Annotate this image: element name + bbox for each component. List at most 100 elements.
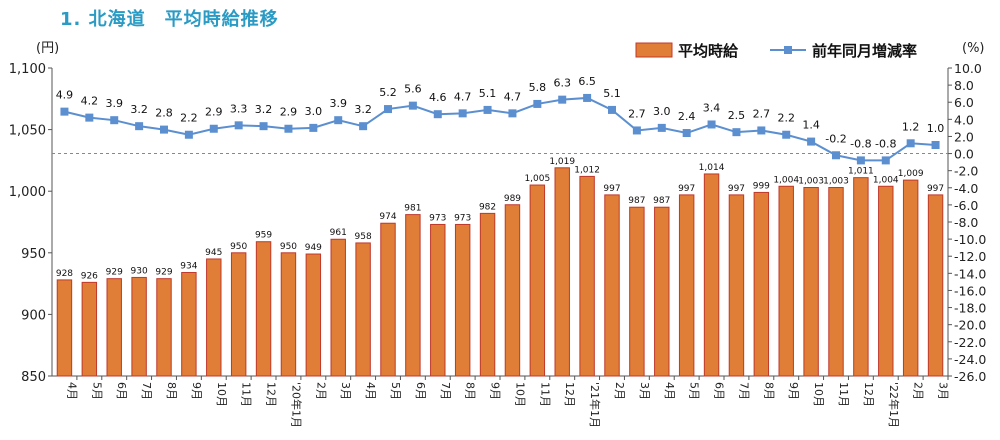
line-value-label: 3.9 [329, 97, 347, 110]
bar [554, 167, 570, 377]
line-point [508, 109, 517, 118]
bar-value-label: 929 [155, 268, 172, 278]
line-point [234, 121, 243, 130]
bar [504, 204, 521, 377]
line-point [906, 139, 915, 148]
x-tick-label: 6月 [713, 382, 726, 400]
line-value-label: 4.9 [56, 89, 74, 102]
bar [803, 187, 819, 377]
bar-value-label: 1,003 [798, 177, 824, 187]
bar [579, 175, 595, 377]
line-value-label: 5.2 [379, 86, 397, 99]
y-right-tick-label: 4.0 [954, 112, 974, 127]
line-point [60, 107, 69, 116]
x-tick-label: 11月 [538, 382, 551, 407]
line-value-label: 2.2 [777, 112, 795, 125]
y-right-tick-label: 2.0 [954, 129, 974, 144]
y-right-tick-label: -24.0 [954, 352, 986, 367]
line-point [682, 129, 691, 138]
line-value-label: 2.5 [728, 109, 746, 122]
bar [878, 185, 894, 377]
bar [430, 223, 446, 377]
bar [280, 252, 297, 377]
bar [703, 173, 720, 377]
x-tick-label: 12月 [265, 382, 278, 407]
bar [853, 177, 869, 377]
y-right-tick-label: -10.0 [954, 232, 986, 247]
bar [330, 238, 346, 377]
y-right-tick-label: -12.0 [954, 249, 986, 264]
bar [206, 258, 222, 377]
line-value-label: -0.8 [875, 137, 896, 150]
y-left-tick-label: 900 [21, 308, 46, 323]
line-value-label: 4.7 [454, 90, 472, 103]
x-tick-label: 3月 [339, 382, 352, 400]
line-point [458, 109, 467, 118]
bar-value-label: 997 [728, 184, 745, 194]
bar-value-label: 997 [927, 184, 944, 194]
line-value-label: 6.3 [553, 77, 571, 90]
line-value-label: 2.2 [180, 112, 198, 125]
x-tick-label: 9月 [190, 382, 203, 400]
line-value-label: 4.7 [504, 90, 522, 103]
bar-value-label: 1,012 [574, 165, 600, 175]
line-point [931, 141, 940, 149]
x-tick-label: 4月 [65, 382, 78, 400]
bar [479, 212, 496, 377]
y-right-tick-label: -6.0 [954, 198, 978, 213]
bar [753, 191, 770, 377]
line-value-label: 4.2 [81, 95, 99, 108]
bar [778, 185, 794, 377]
bar [81, 281, 98, 377]
y-right-tick-label: -4.0 [954, 181, 978, 196]
line-value-label: 2.7 [753, 107, 771, 120]
bar [405, 214, 421, 377]
bar-value-label: 958 [355, 232, 372, 242]
y-right-tick-label: 8.0 [954, 78, 974, 93]
bar-value-label: 961 [330, 228, 347, 238]
line-value-label: 3.0 [653, 105, 671, 118]
y-left-unit: (円) [36, 41, 59, 56]
line-point [160, 125, 168, 134]
bar-value-label: 982 [479, 202, 496, 212]
bar-value-label: 987 [653, 196, 670, 206]
line-value-label: 5.8 [529, 81, 547, 94]
y-left-tick-label: 850 [21, 370, 46, 385]
x-tick-label: 4月 [364, 382, 377, 400]
y-left-tick-label: 1,000 [9, 185, 46, 200]
y-right-tick-label: -26.0 [954, 369, 986, 384]
bar-value-label: 974 [379, 212, 396, 222]
y-left-tick-label: 1,100 [9, 62, 46, 77]
line-value-label: -0.8 [850, 137, 871, 150]
line-value-label: 2.9 [205, 106, 223, 119]
line-point [209, 124, 218, 133]
x-tick-label: 10月 [215, 382, 228, 407]
line-value-label: 5.6 [404, 83, 422, 96]
bar [230, 252, 247, 377]
legend-bar-label: 平均時給 [678, 42, 739, 60]
y-right-unit: (%) [962, 41, 985, 56]
line-point [757, 126, 766, 135]
line-value-label: -0.2 [825, 132, 846, 145]
line-point [408, 101, 417, 110]
bar-value-label: 1,014 [699, 163, 725, 173]
x-tick-label: 6月 [414, 382, 427, 400]
x-tick-label: 11月 [837, 382, 850, 407]
bar-value-label: 1,009 [898, 169, 924, 179]
bar-value-label: 1,003 [823, 177, 849, 187]
bar-value-label: 928 [56, 269, 73, 279]
bar-value-label: 973 [454, 213, 471, 223]
bar [305, 253, 322, 377]
line-point [807, 137, 816, 146]
line-point [309, 123, 318, 132]
bar [106, 278, 122, 377]
bar [927, 194, 944, 377]
legend-bar-swatch [635, 42, 673, 58]
x-tick-label: 8月 [464, 382, 477, 400]
line-point [384, 105, 392, 114]
line-value-label: 5.1 [479, 87, 497, 100]
x-tick-label: 12月 [862, 382, 875, 407]
line-value-label: 2.9 [280, 106, 298, 119]
bar-value-label: 999 [753, 181, 770, 191]
bar [255, 241, 272, 377]
